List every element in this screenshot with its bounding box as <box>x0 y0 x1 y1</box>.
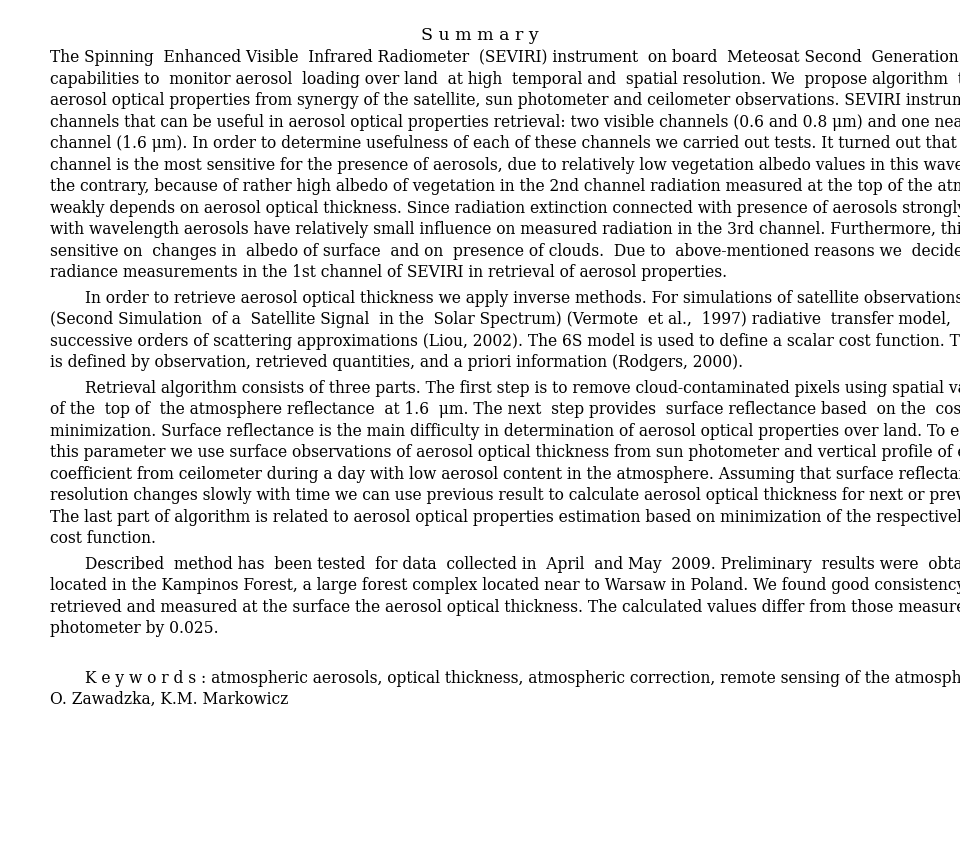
Text: with wavelength aerosols have relatively small influence on measured radiation i: with wavelength aerosols have relatively… <box>50 221 960 238</box>
Text: of the  top of  the atmosphere reflectance  at 1.6  μm. The next  step provides : of the top of the atmosphere reflectance… <box>50 401 960 418</box>
Text: is defined by observation, retrieved quantities, and a priori information (Rodge: is defined by observation, retrieved qua… <box>50 354 743 371</box>
Text: (Second Simulation  of a  Satellite Signal  in the  Solar Spectrum) (Vermote  et: (Second Simulation of a Satellite Signal… <box>50 311 960 328</box>
Text: minimization. Surface reflectance is the main difficulty in determination of aer: minimization. Surface reflectance is the… <box>50 422 960 440</box>
Text: photometer by 0.025.: photometer by 0.025. <box>50 620 219 637</box>
Text: retrieved and measured at the surface the aerosol optical thickness. The calcula: retrieved and measured at the surface th… <box>50 598 960 616</box>
Text: the contrary, because of rather high albedo of vegetation in the 2nd channel rad: the contrary, because of rather high alb… <box>50 178 960 195</box>
Text: K e y w o r d s : atmospheric aerosols, optical thickness, atmospheric correctio: K e y w o r d s : atmospheric aerosols, … <box>85 669 960 687</box>
Text: Retrieval algorithm consists of three parts. The first step is to remove cloud-c: Retrieval algorithm consists of three pa… <box>85 380 960 396</box>
Text: The last part of algorithm is related to aerosol optical properties estimation b: The last part of algorithm is related to… <box>50 509 960 525</box>
Text: radiance measurements in the 1st channel of SEVIRI in retrieval of aerosol prope: radiance measurements in the 1st channel… <box>50 264 727 281</box>
Text: successive orders of scattering approximations (Liou, 2002). The 6S model is use: successive orders of scattering approxim… <box>50 333 960 349</box>
Text: cost function.: cost function. <box>50 530 156 547</box>
Text: channels that can be useful in aerosol optical properties retrieval: two visible: channels that can be useful in aerosol o… <box>50 114 960 131</box>
Text: channel is the most sensitive for the presence of aerosols, due to relatively lo: channel is the most sensitive for the pr… <box>50 157 960 173</box>
Text: In order to retrieve aerosol optical thickness we apply inverse methods. For sim: In order to retrieve aerosol optical thi… <box>85 290 960 307</box>
Text: resolution changes slowly with time we can use previous result to calculate aero: resolution changes slowly with time we c… <box>50 487 960 504</box>
Text: S u m m a r y: S u m m a r y <box>421 27 539 43</box>
Text: weakly depends on aerosol optical thickness. Since radiation extinction connecte: weakly depends on aerosol optical thickn… <box>50 199 960 217</box>
Text: this parameter we use surface observations of aerosol optical thickness from sun: this parameter we use surface observatio… <box>50 444 960 461</box>
Text: O. Zawadzka, K.M. Markowicz: O. Zawadzka, K.M. Markowicz <box>50 691 288 708</box>
Text: capabilities to  monitor aerosol  loading over land  at high  temporal and  spat: capabilities to monitor aerosol loading … <box>50 70 960 88</box>
Text: located in the Kampinos Forest, a large forest complex located near to Warsaw in: located in the Kampinos Forest, a large … <box>50 577 960 594</box>
Text: Described  method has  been tested  for data  collected in  April  and May  2009: Described method has been tested for dat… <box>85 556 960 572</box>
Text: channel (1.6 μm). In order to determine usefulness of each of these channels we : channel (1.6 μm). In order to determine … <box>50 135 960 152</box>
Text: coefficient from ceilometer during a day with low aerosol content in the atmosph: coefficient from ceilometer during a day… <box>50 466 960 483</box>
Text: The Spinning  Enhanced Visible  Infrared Radiometer  (SEVIRI) instrument  on boa: The Spinning Enhanced Visible Infrared R… <box>50 49 960 66</box>
Text: aerosol optical properties from synergy of the satellite, sun photometer and cei: aerosol optical properties from synergy … <box>50 92 960 109</box>
Text: sensitive on  changes in  albedo of surface  and on  presence of clouds.  Due to: sensitive on changes in albedo of surfac… <box>50 243 960 259</box>
